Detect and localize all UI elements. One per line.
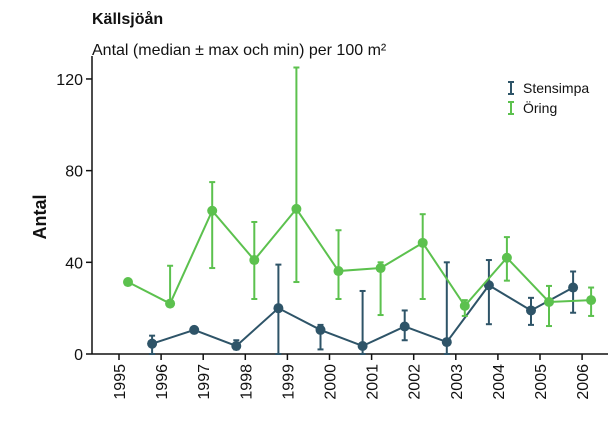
data-point xyxy=(273,303,284,314)
chart-subtitle: Antal (median ± max och min) per 100 m² xyxy=(92,42,387,59)
data-point xyxy=(147,338,158,349)
x-tick-label: 2005 xyxy=(533,364,550,400)
x-tick-label: 2006 xyxy=(575,364,592,400)
data-point xyxy=(333,266,344,277)
x-tick-label: 1999 xyxy=(280,364,297,400)
y-tick-label: 80 xyxy=(65,164,83,181)
x-tick-label: 2000 xyxy=(323,364,340,400)
data-point xyxy=(526,305,536,316)
y-tick-label: 120 xyxy=(56,72,83,89)
data-point xyxy=(586,295,597,306)
data-point xyxy=(441,337,452,348)
data-point xyxy=(544,296,554,307)
data-point xyxy=(501,252,512,263)
x-tick-label: 2004 xyxy=(491,364,508,400)
legend-label: Stensimpa xyxy=(523,80,589,96)
y-tick-label: 0 xyxy=(74,347,83,364)
data-point xyxy=(249,255,260,266)
data-point xyxy=(291,203,302,214)
data-point xyxy=(189,324,200,335)
data-point xyxy=(483,280,494,291)
x-tick-label: 2001 xyxy=(365,364,382,400)
series-line xyxy=(127,207,592,308)
data-point xyxy=(207,205,218,216)
x-tick-label: 1996 xyxy=(154,364,171,400)
legend-label: Öring xyxy=(523,99,557,116)
data-point xyxy=(123,277,133,288)
data-point xyxy=(315,324,326,335)
data-point xyxy=(568,282,579,293)
data-point xyxy=(399,321,410,332)
x-tick-label: 2002 xyxy=(407,364,424,400)
data-point xyxy=(165,298,176,309)
data-point xyxy=(357,340,368,351)
data-point xyxy=(459,300,470,311)
y-axis-label: Antal xyxy=(30,195,50,240)
chart-title: Källsjöån xyxy=(92,10,163,28)
data-point xyxy=(231,340,242,351)
x-tick-label: 1995 xyxy=(112,364,129,400)
x-tick-label: 1998 xyxy=(238,364,255,400)
data-point xyxy=(375,263,386,274)
data-point xyxy=(417,237,428,248)
x-tick-label: 2003 xyxy=(449,364,466,400)
x-tick-label: 1997 xyxy=(196,364,213,400)
y-tick-label: 40 xyxy=(65,255,83,272)
